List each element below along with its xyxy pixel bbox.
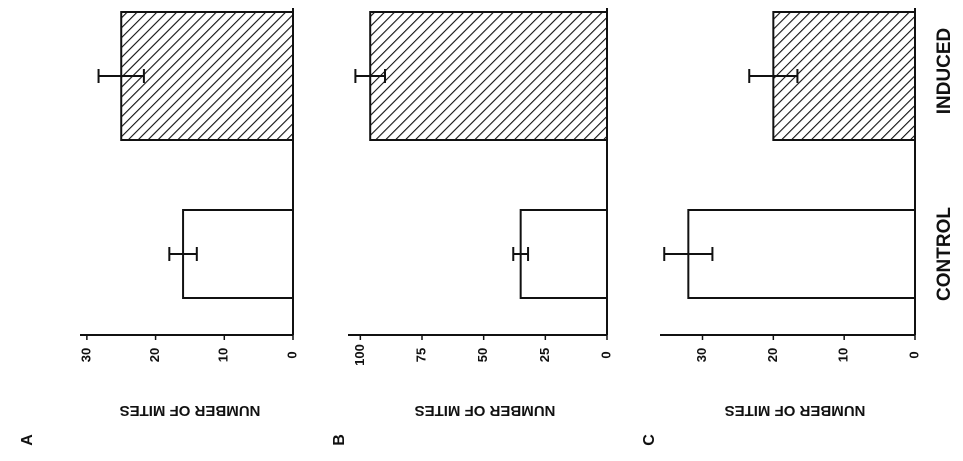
category-label: INDUCED <box>934 28 955 115</box>
y-tick-label: 0 <box>598 351 613 358</box>
y-tick-label: 100 <box>352 344 367 366</box>
bar <box>182 209 294 299</box>
error-bar <box>354 69 386 83</box>
error-bar <box>512 247 530 261</box>
error-bar <box>97 69 145 83</box>
y-tick-label: 20 <box>147 348 162 362</box>
error-bar <box>168 247 198 261</box>
y-tick-label: 50 <box>475 348 490 362</box>
y-tick-label: 10 <box>836 348 851 362</box>
bar <box>369 11 609 141</box>
axis-title: NUMBER OF MITES <box>120 402 261 419</box>
y-tick-label: 30 <box>78 348 93 362</box>
panel-label: B <box>331 434 348 446</box>
bar <box>519 209 609 299</box>
axis-title: NUMBER OF MITES <box>415 402 556 419</box>
bar <box>687 209 916 299</box>
y-tick-label: 0 <box>284 351 299 358</box>
y-tick-label: 0 <box>906 351 921 358</box>
axis-title: NUMBER OF MITES <box>725 402 866 419</box>
panel-label: A <box>19 434 36 446</box>
bar <box>120 11 295 141</box>
error-bar <box>748 69 799 83</box>
error-bar <box>663 247 714 261</box>
y-tick-label: 30 <box>694 348 709 362</box>
y-tick-label: 10 <box>216 348 231 362</box>
y-tick-label: 75 <box>413 348 428 362</box>
category-label: CONTROL <box>934 207 955 301</box>
panel-label: C <box>641 434 658 446</box>
y-tick-label: 20 <box>765 348 780 362</box>
y-tick-label: 25 <box>537 348 552 362</box>
